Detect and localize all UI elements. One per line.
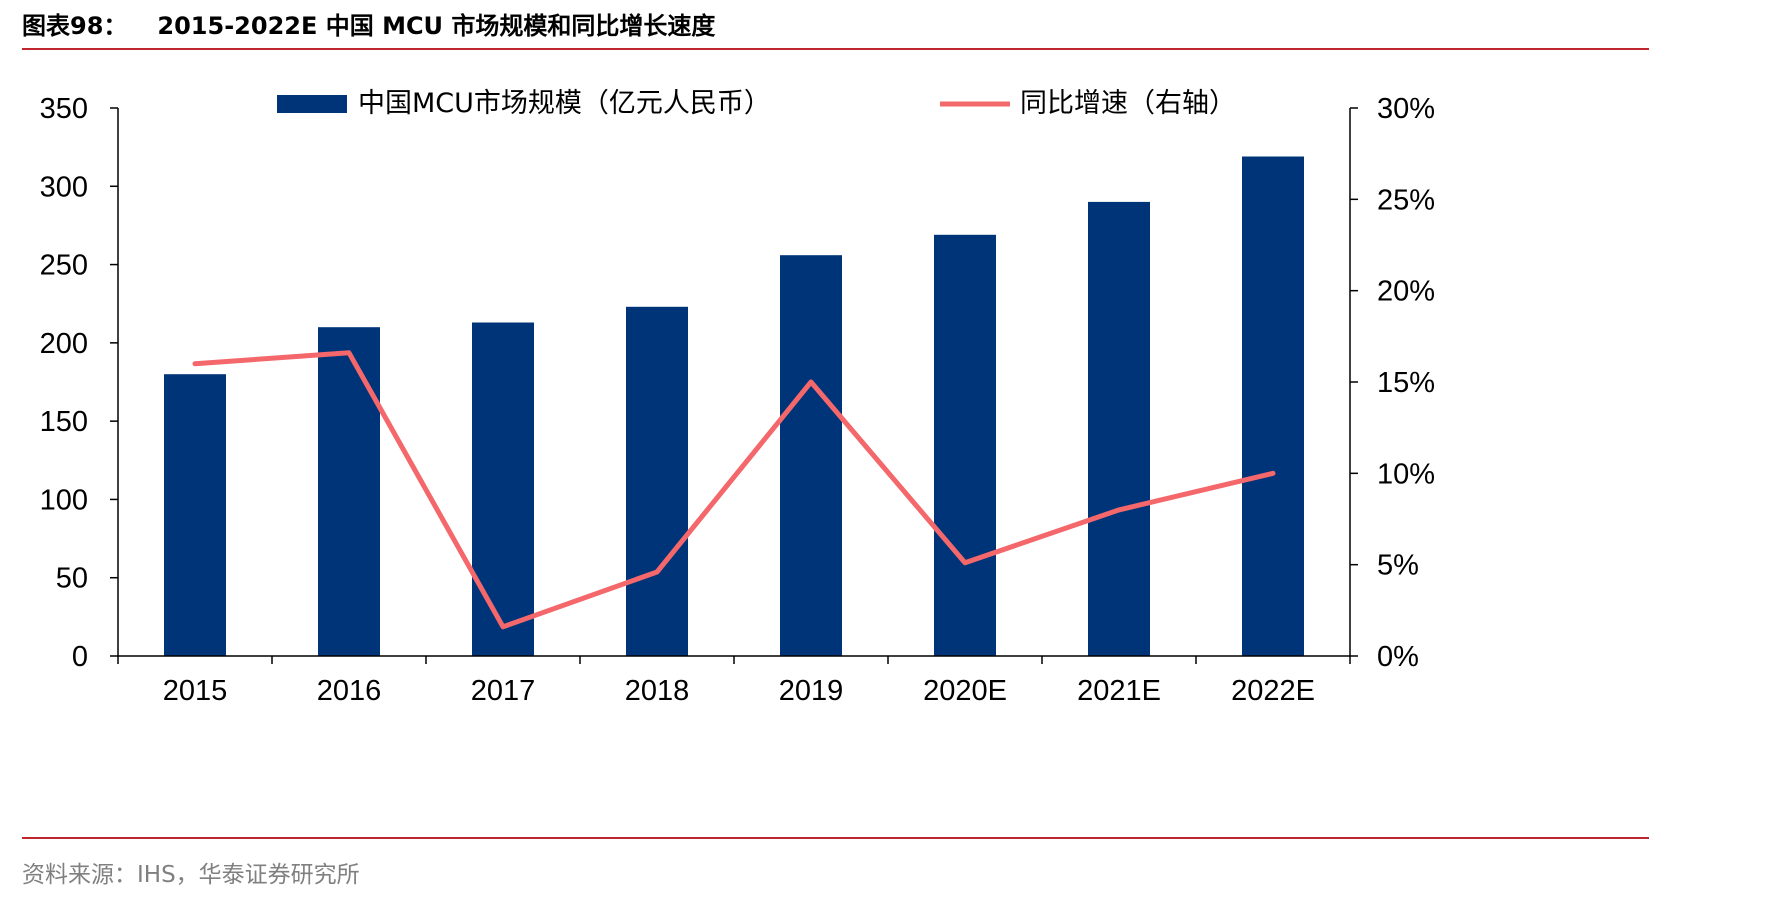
left-tick-label: 50: [56, 563, 88, 595]
right-tick-label: 0%: [1377, 641, 1419, 673]
bar-2019: [780, 255, 842, 656]
legend: 中国MCU市场规模（亿元人民币） 同比增速（右轴）: [277, 88, 1236, 119]
x-tick-label: 2016: [317, 675, 382, 707]
left-tick-label: 200: [40, 328, 88, 360]
figure-title: 图表98： 2015-2022E 中国 MCU 市场规模和同比增长速度: [22, 6, 715, 41]
bottom-divider: [22, 837, 1649, 839]
legend-bar-label: 中国MCU市场规模（亿元人民币）: [358, 88, 771, 119]
left-tick-label: 0: [72, 641, 88, 673]
bar-2018: [626, 306, 688, 656]
x-tick-label: 2020E: [923, 675, 1007, 707]
right-tick-label: 25%: [1377, 184, 1435, 216]
x-tick-label: 2019: [779, 675, 844, 707]
bar-2022e: [1242, 156, 1304, 656]
bar-2020e: [934, 234, 996, 657]
left-tick-label: 250: [40, 250, 88, 282]
line-series: [192, 350, 1276, 630]
right-tick-label: 5%: [1377, 550, 1419, 582]
right-tick-label: 30%: [1377, 93, 1435, 125]
bar-2015: [164, 374, 226, 656]
x-tick-label: 2022E: [1231, 675, 1315, 707]
bar-2016: [318, 327, 380, 656]
bar-2017: [472, 322, 534, 656]
x-tick-label: 2017: [471, 675, 536, 707]
legend-line-label: 同比增速（右轴）: [1020, 88, 1236, 119]
right-tick-label: 15%: [1377, 367, 1435, 399]
right-tick-label: 20%: [1377, 276, 1435, 308]
left-tick-label: 300: [40, 171, 88, 203]
growth-line: [192, 350, 1276, 630]
x-tick-label: 2015: [163, 675, 228, 707]
bar-2021e: [1088, 201, 1150, 656]
legend-bar-swatch: [277, 95, 347, 113]
bar-series: [164, 156, 1304, 657]
figure-title-text: 2015-2022E 中国 MCU 市场规模和同比增长速度: [157, 12, 716, 40]
left-tick-label: 100: [40, 484, 88, 516]
x-tick-label: 2021E: [1077, 675, 1161, 707]
figure-number: 图表98：: [22, 12, 128, 40]
source-note: 资料来源：IHS，华泰证券研究所: [22, 862, 360, 888]
axes: 0 50 100 150 200 250 300 350 0% 5% 10% 15% 20% 25% 30%…: [40, 93, 1435, 707]
left-tick-label: 150: [40, 406, 88, 438]
x-tick-label: 2018: [625, 675, 690, 707]
left-tick-label: 350: [40, 93, 88, 125]
right-tick-label: 10%: [1377, 458, 1435, 490]
top-divider: [22, 48, 1649, 50]
